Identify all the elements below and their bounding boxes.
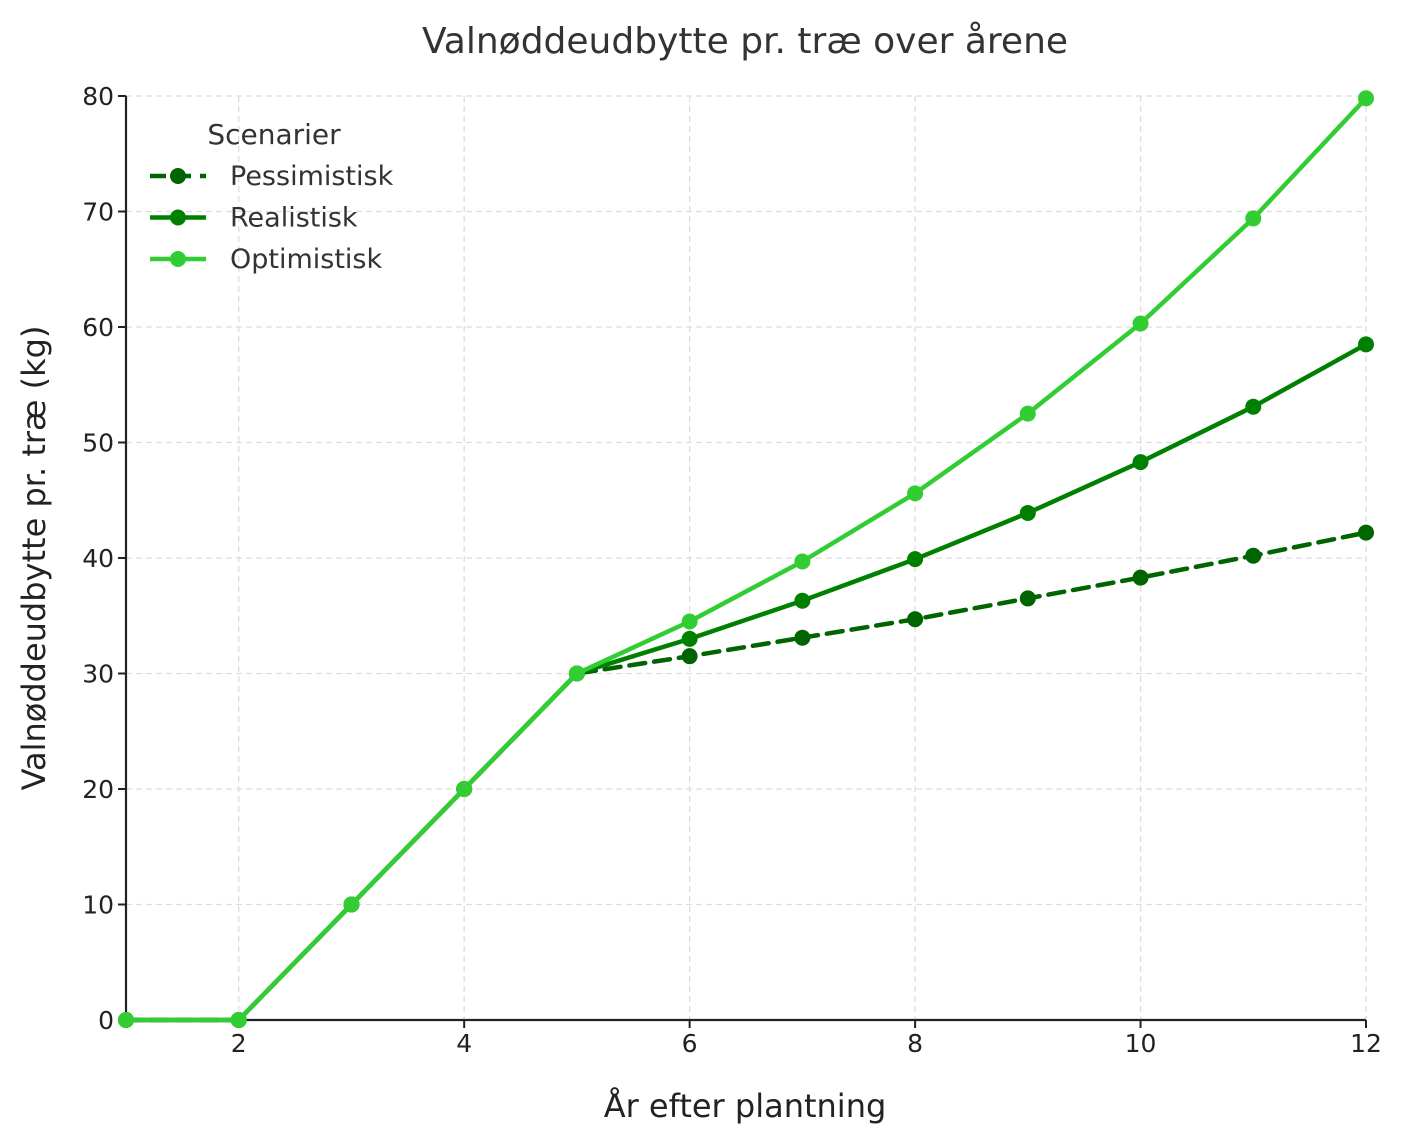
data-point <box>681 648 698 665</box>
y-tick-label: 30 <box>82 660 114 689</box>
data-point <box>1019 405 1036 422</box>
legend-item-pessimistisk: Pessimistisk <box>150 161 394 192</box>
data-point <box>681 613 698 630</box>
legend-item-optimistisk: Optimistisk <box>150 244 383 275</box>
data-point <box>907 485 924 502</box>
data-point <box>1245 210 1262 227</box>
data-point <box>343 896 360 913</box>
data-point <box>794 629 811 646</box>
y-tick-label: 50 <box>82 429 114 458</box>
data-point <box>1132 454 1149 471</box>
data-point <box>456 781 473 797</box>
y-tick-label: 60 <box>82 313 114 342</box>
data-point <box>1132 315 1149 332</box>
y-tick-label: 10 <box>82 891 114 920</box>
data-point <box>1019 504 1036 521</box>
data-point <box>907 611 924 628</box>
x-tick-label: 8 <box>907 1029 923 1058</box>
legend-marker <box>170 251 186 267</box>
legend-marker <box>170 209 186 226</box>
data-point <box>1245 398 1262 415</box>
y-tick-label: 20 <box>82 775 114 804</box>
chart-title: Valnøddeudbytte pr. træ over årene <box>422 21 1068 62</box>
legend-label: Realistisk <box>230 203 358 234</box>
legend: Scenarier Pessimistisk Realistisk Optimisti… <box>150 118 394 275</box>
legend-marker <box>170 168 186 184</box>
data-point <box>907 551 924 568</box>
data-point <box>794 592 811 609</box>
data-point <box>1245 547 1262 564</box>
series-group <box>118 90 1374 1028</box>
y-tick-label: 70 <box>82 198 114 227</box>
axes: 0 10 20 30 40 50 60 70 80 2 4 6 8 10 12 <box>82 82 1382 1058</box>
legend-label: Pessimistisk <box>230 161 394 192</box>
data-point <box>794 553 811 570</box>
x-tick-label: 12 <box>1350 1029 1382 1058</box>
y-tick-label: 40 <box>82 544 114 573</box>
series-line <box>123 96 1369 1023</box>
y-axis-label: Valnøddeudbytte pr. træ (kg) <box>15 326 53 791</box>
data-point <box>1358 90 1374 107</box>
series-line <box>123 530 1369 1023</box>
data-point <box>1132 569 1149 586</box>
x-tick-label: 10 <box>1125 1029 1157 1058</box>
x-tick-label: 6 <box>682 1029 698 1058</box>
data-point <box>1358 336 1374 353</box>
x-tick-label: 2 <box>231 1029 247 1058</box>
y-tick-label: 0 <box>98 1006 114 1035</box>
data-point <box>568 665 585 682</box>
y-tick-label: 80 <box>82 82 114 111</box>
x-tick-label: 4 <box>456 1029 472 1058</box>
grid <box>126 95 1367 1021</box>
series-realistisk <box>118 336 1374 1028</box>
data-point <box>1358 524 1374 541</box>
legend-item-realistisk: Realistisk <box>150 203 358 234</box>
series-line <box>123 342 1369 1023</box>
legend-title: Scenarier <box>207 118 341 151</box>
data-point <box>230 1012 247 1028</box>
x-axis-label: År efter plantning <box>604 1087 887 1125</box>
data-point <box>118 1012 134 1028</box>
series-optimistisk <box>118 90 1374 1028</box>
data-point <box>681 630 698 647</box>
legend-label: Optimistisk <box>230 244 383 275</box>
data-point <box>1019 590 1036 607</box>
